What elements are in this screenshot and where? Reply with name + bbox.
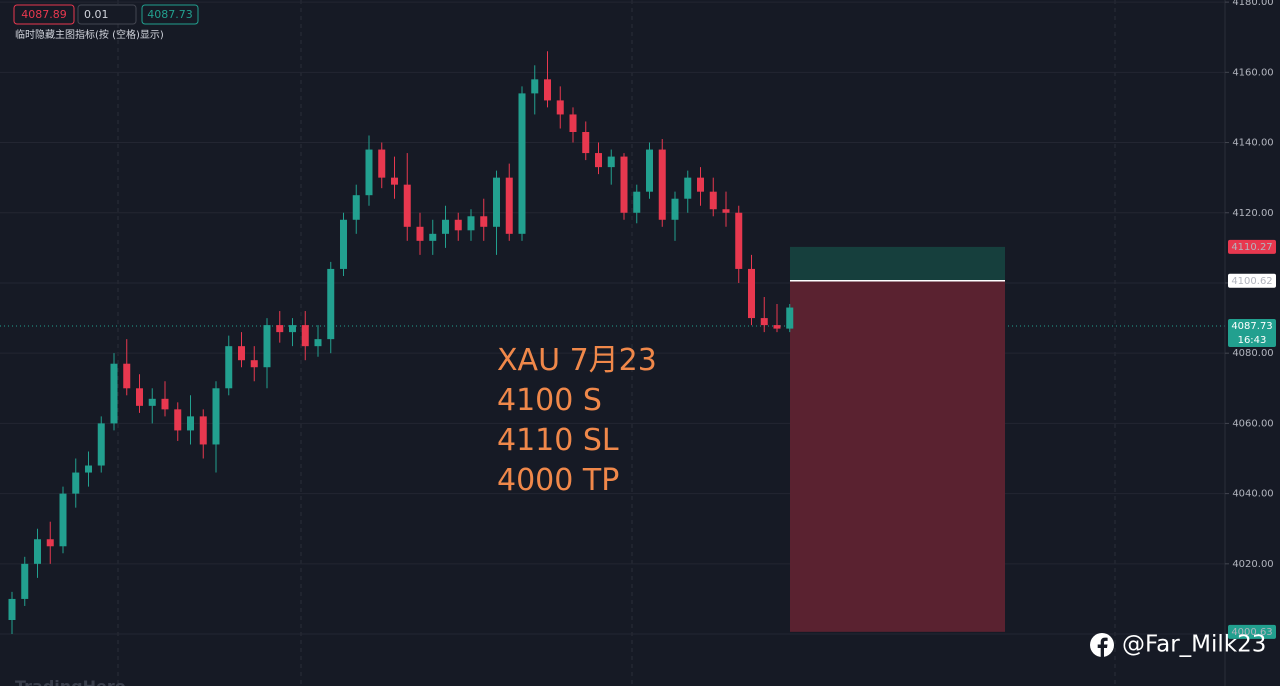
target-label: 4000.63	[1231, 627, 1272, 638]
candle-body	[34, 539, 41, 564]
candle-body	[250, 360, 258, 368]
y-tick-label: 4120.00	[1232, 208, 1273, 219]
candle-body	[199, 416, 207, 445]
target-zone	[790, 280, 1005, 632]
y-tick-label: 4140.00	[1232, 138, 1273, 149]
watermark: @Far_Milk23	[1122, 632, 1266, 658]
candle-body	[289, 325, 296, 333]
candle-body	[174, 409, 182, 431]
candle-body	[148, 398, 156, 406]
target-tag	[1228, 624, 1276, 639]
candle-body	[595, 153, 602, 168]
annotation-line: 4100 S	[497, 383, 602, 418]
candle-body	[59, 493, 67, 547]
candle-body	[238, 346, 245, 361]
candle-body	[314, 339, 322, 347]
bid-box[interactable]	[13, 4, 75, 25]
candle-body	[786, 307, 794, 329]
candle-body	[46, 539, 54, 547]
entry-tag	[1228, 273, 1276, 288]
candle-body	[85, 465, 92, 473]
candle-body	[480, 216, 488, 227]
candle-body	[340, 219, 347, 269]
candle-body	[709, 191, 717, 210]
candle-body	[352, 195, 360, 220]
candle-body	[378, 149, 386, 178]
candle-body	[493, 177, 500, 227]
candle-body	[607, 156, 615, 168]
stop-label: 4110.27	[1231, 242, 1272, 253]
candle-body	[429, 233, 437, 241]
candle-body	[72, 472, 80, 494]
last-price-tag	[1228, 319, 1276, 348]
candle-body	[773, 325, 781, 329]
y-tick-label: 4160.00	[1232, 67, 1273, 78]
candle-body	[544, 79, 551, 101]
candle-body	[365, 149, 373, 196]
candle-body	[505, 177, 513, 234]
candle-body	[684, 177, 692, 199]
ask: 4087.73	[147, 8, 193, 21]
brand: TradingHero	[15, 677, 126, 686]
bid: 4087.89	[21, 8, 67, 21]
candle-body	[556, 100, 564, 115]
hint: 临时隐藏主图指标(按 (空格)显示)	[15, 28, 164, 41]
candle-body	[327, 268, 335, 340]
annotation-line: XAU 7月23	[497, 343, 657, 378]
candle-body	[110, 363, 118, 424]
y-tick-label: 4020.00	[1232, 559, 1273, 570]
candle-body	[403, 184, 411, 227]
quantity: 0.01	[84, 8, 109, 21]
candle-body	[467, 216, 475, 231]
y-tick-label: 4060.00	[1232, 418, 1273, 429]
candle-body	[123, 363, 131, 389]
last-price-label: 4087.73	[1231, 321, 1272, 332]
candle-body	[658, 149, 666, 220]
candle-body	[569, 114, 577, 133]
quantity-box[interactable]	[77, 4, 137, 25]
candle-body	[748, 268, 755, 319]
y-tick-label: 4040.00	[1232, 489, 1273, 500]
candle-body	[646, 149, 653, 192]
candle-body	[263, 325, 271, 368]
candle-body	[212, 388, 220, 445]
facebook-icon	[1090, 633, 1114, 658]
candle-body	[697, 177, 704, 192]
candle-body	[671, 198, 679, 220]
stop-tag	[1228, 239, 1276, 254]
candle-body	[531, 79, 539, 94]
candle-body	[161, 398, 169, 410]
annotation-line: 4110 SL	[497, 423, 619, 458]
entry-label: 4100.62	[1231, 276, 1272, 287]
candle-body	[187, 416, 194, 431]
candle-body	[760, 318, 768, 326]
candle-body	[633, 191, 641, 213]
candle-body	[620, 156, 628, 213]
candle-body	[136, 388, 143, 406]
last-time-label: 16:43	[1238, 335, 1267, 346]
candle-body	[416, 226, 424, 241]
candle-body	[442, 219, 449, 234]
ask-box[interactable]	[141, 4, 199, 25]
candle-body	[454, 219, 462, 231]
candle-body	[735, 212, 743, 269]
stop-zone	[790, 246, 1005, 281]
candle-body	[722, 209, 730, 213]
candle-body	[276, 325, 284, 333]
candle-body	[225, 346, 233, 389]
y-tick-label: 4180.00	[1232, 0, 1273, 8]
candle-body	[301, 325, 309, 347]
candle-body	[8, 598, 16, 620]
candle-body	[21, 563, 29, 599]
y-tick-label: 4080.00	[1232, 348, 1273, 359]
candle-body	[582, 132, 590, 154]
vertical-grid	[117, 0, 1116, 686]
candle-body	[518, 93, 526, 234]
candle-body	[391, 177, 398, 185]
annotation-line: 4000 TP	[497, 463, 619, 498]
candle-body	[97, 423, 105, 466]
